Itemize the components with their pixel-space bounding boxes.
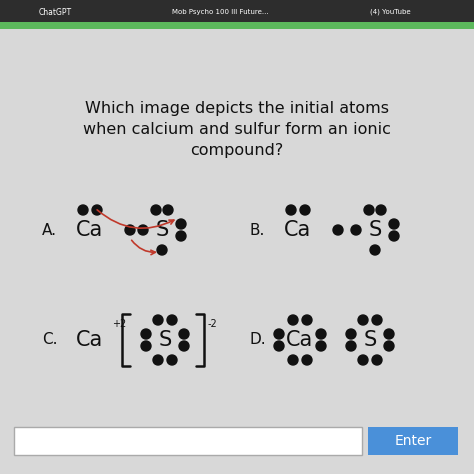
Circle shape	[358, 355, 368, 365]
Text: D.: D.	[250, 332, 266, 347]
Circle shape	[316, 341, 326, 351]
Text: C.: C.	[42, 332, 57, 347]
Circle shape	[153, 315, 163, 325]
Text: ChatGPT: ChatGPT	[38, 8, 72, 17]
Circle shape	[138, 225, 148, 235]
Circle shape	[364, 205, 374, 215]
Text: -2: -2	[208, 319, 218, 329]
Text: S: S	[364, 330, 377, 350]
Circle shape	[157, 245, 167, 255]
Text: A.: A.	[42, 222, 57, 237]
Text: S: S	[368, 220, 382, 240]
Text: Ca: Ca	[286, 330, 314, 350]
Circle shape	[92, 205, 102, 215]
Circle shape	[274, 329, 284, 339]
Bar	[0, 22, 474, 29]
Circle shape	[288, 315, 298, 325]
Circle shape	[151, 205, 161, 215]
Circle shape	[176, 219, 186, 229]
Bar	[14, 427, 362, 455]
Circle shape	[389, 231, 399, 241]
Circle shape	[372, 355, 382, 365]
Text: S: S	[158, 330, 172, 350]
Circle shape	[389, 219, 399, 229]
Circle shape	[153, 355, 163, 365]
Circle shape	[300, 205, 310, 215]
Circle shape	[125, 225, 135, 235]
Text: Ca: Ca	[76, 220, 104, 240]
Bar	[0, 0, 474, 22]
Circle shape	[141, 341, 151, 351]
Circle shape	[370, 245, 380, 255]
Text: (4) YouTube: (4) YouTube	[370, 9, 410, 15]
Circle shape	[176, 231, 186, 241]
Text: +2: +2	[112, 319, 126, 329]
Text: Ca: Ca	[284, 220, 311, 240]
FancyArrowPatch shape	[97, 210, 174, 228]
Circle shape	[274, 341, 284, 351]
Circle shape	[302, 355, 312, 365]
Circle shape	[141, 329, 151, 339]
Circle shape	[351, 225, 361, 235]
Text: Mob Psycho 100 III Future...: Mob Psycho 100 III Future...	[172, 9, 268, 15]
Text: Which image depicts the initial atoms
when calcium and sulfur form an ionic
comp: Which image depicts the initial atoms wh…	[83, 101, 391, 158]
Circle shape	[179, 341, 189, 351]
Circle shape	[346, 341, 356, 351]
Circle shape	[288, 355, 298, 365]
Circle shape	[316, 329, 326, 339]
Circle shape	[384, 329, 394, 339]
Text: B.: B.	[250, 222, 265, 237]
Circle shape	[302, 315, 312, 325]
Text: S: S	[155, 220, 169, 240]
Circle shape	[358, 315, 368, 325]
Circle shape	[346, 329, 356, 339]
Text: Ca: Ca	[76, 330, 104, 350]
Circle shape	[163, 205, 173, 215]
Circle shape	[333, 225, 343, 235]
Circle shape	[167, 355, 177, 365]
Circle shape	[372, 315, 382, 325]
Circle shape	[179, 329, 189, 339]
FancyArrowPatch shape	[132, 240, 155, 255]
Text: Enter: Enter	[394, 434, 432, 448]
Circle shape	[384, 341, 394, 351]
Circle shape	[78, 205, 88, 215]
Circle shape	[286, 205, 296, 215]
Circle shape	[167, 315, 177, 325]
Bar	[368, 427, 458, 455]
Circle shape	[376, 205, 386, 215]
